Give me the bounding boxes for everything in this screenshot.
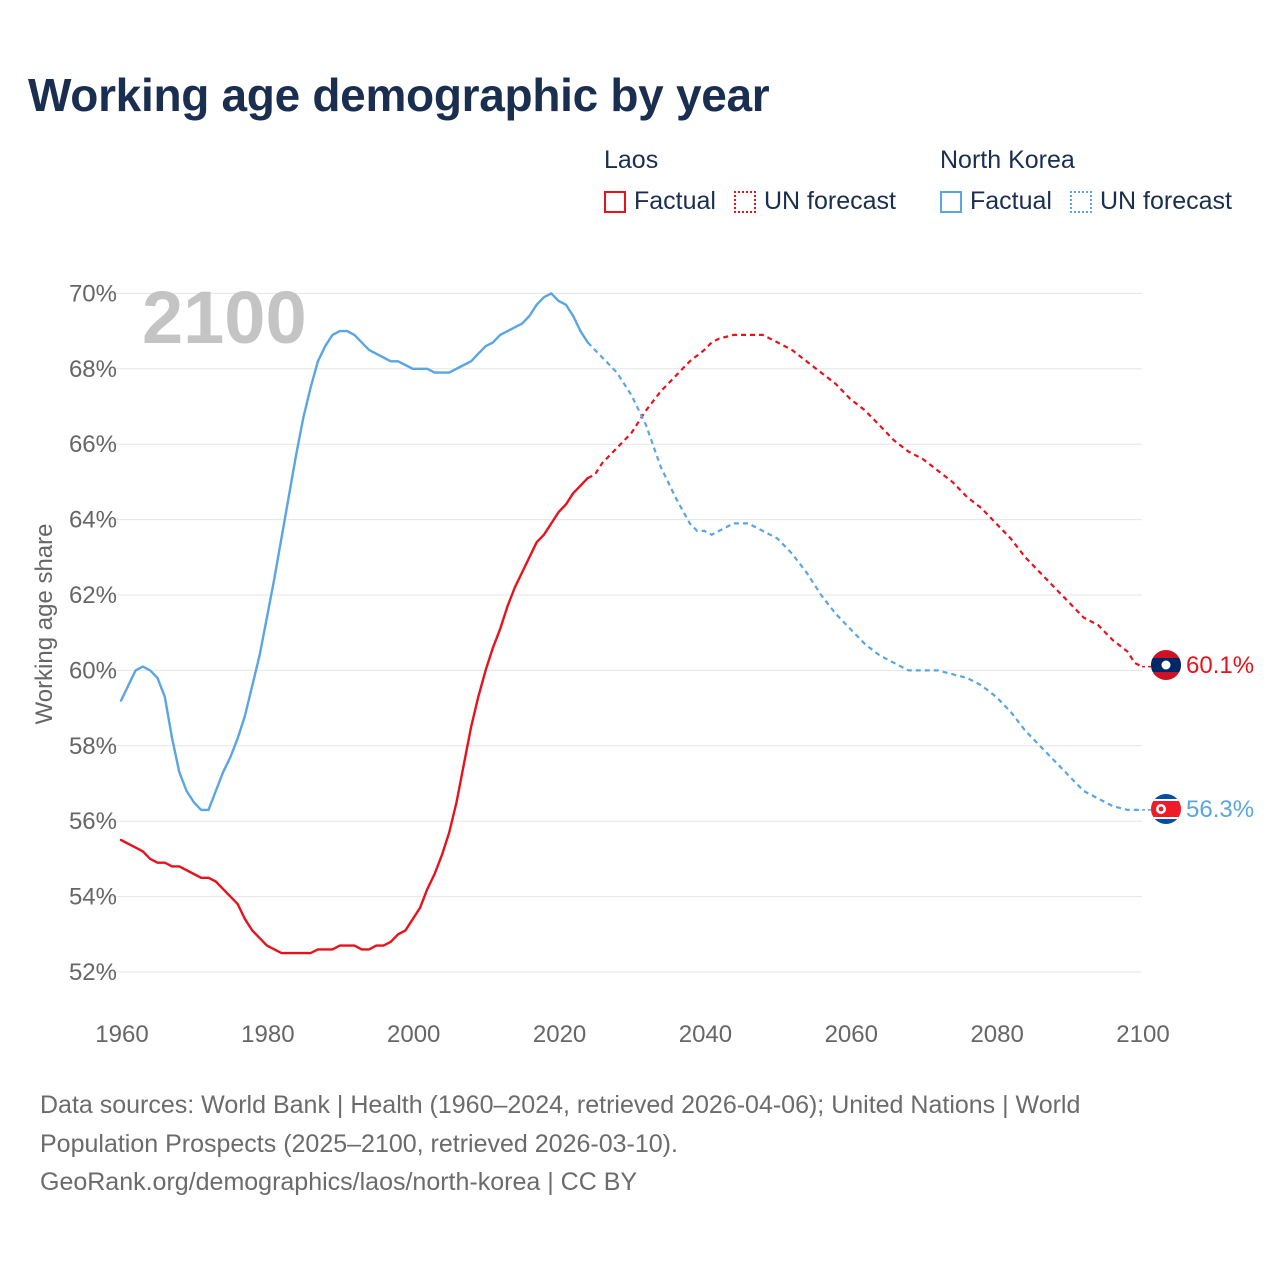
y-tick-label: 54% [69,884,117,911]
end-label-laos: 60.1% [1186,652,1254,679]
year-watermark: 2100 [142,276,307,359]
legend-item-north-korea-factual[interactable]: Factual [940,187,1052,216]
end-label-north-korea: 56.3% [1186,796,1254,823]
y-tick-label: 52% [69,959,117,986]
legend-swatch-dotted [733,190,756,213]
x-tick-label: 2020 [533,1021,586,1048]
legend-label: UN forecast [1099,187,1232,215]
x-tick-label: 2080 [970,1021,1023,1048]
y-tick-label: 60% [69,657,117,684]
x-tick-label: 2100 [1116,1021,1169,1048]
legend-group-north-korea: North Korea Factual UN forecast [940,144,1232,216]
x-tick-label: 2000 [387,1021,440,1048]
y-tick-label: 56% [69,808,117,835]
laos-flag-icon [1151,650,1181,680]
y-tick-label: 64% [69,507,117,534]
legend-label: Factual [634,187,716,215]
series-line-north-korea-factual[interactable] [119,292,589,812]
line-chart: 2100 52% 54% 56% 58% 60% 62% 64% 66% 68% 70% 1960… [31,276,1254,1048]
legend-swatch-solid [940,190,962,213]
y-tick-label: 62% [69,582,117,609]
legend-label: UN forecast [763,187,896,215]
y-tick-label: 66% [69,431,117,458]
data-sources-text: Data sources: World Bank | Health (1960–… [40,1091,1081,1158]
y-tick-label: 58% [69,733,117,760]
series-line-north-korea-forecast[interactable] [586,341,1142,811]
series-lines [119,292,1152,955]
x-axis: 1960 1980 2000 2020 2040 2060 2080 2100 [95,1021,1169,1048]
attribution-link[interactable]: GeoRank.org/demographics/laos/north-kore… [40,1168,638,1196]
legend-item-north-korea-forecast[interactable]: UN forecast [1069,187,1232,216]
x-tick-label: 2060 [825,1021,878,1048]
y-tick-label: 70% [69,280,117,307]
legend-group-name: Laos [604,146,659,174]
legend-label: Factual [970,187,1052,215]
x-tick-label: 2040 [679,1021,732,1048]
north-korea-flag-icon [1151,794,1181,824]
y-axis: 52% 54% 56% 58% 60% 62% 64% 66% 68% 70% [69,280,117,986]
y-tick-label: 68% [69,356,117,383]
legend-group-name: North Korea [940,146,1075,174]
legend-swatch-dotted [1069,190,1092,213]
footer: Data sources: World Bank | Health (1960–… [40,1086,1200,1202]
legend-group-laos: Laos Factual UN forecast [604,144,914,216]
x-tick-label: 1960 [95,1021,148,1048]
x-tick-label: 1980 [241,1021,294,1048]
series-line-laos-factual[interactable] [119,476,589,955]
legend-swatch-solid [604,190,626,213]
gridlines [110,292,1142,973]
legend-item-laos-factual[interactable]: Factual [604,187,716,216]
chart-title: Working age demographic by year [28,69,770,121]
series-line-laos-forecast[interactable] [587,333,1143,668]
y-axis-label: Working age share [31,524,58,725]
legend-item-laos-forecast[interactable]: UN forecast [733,187,896,216]
